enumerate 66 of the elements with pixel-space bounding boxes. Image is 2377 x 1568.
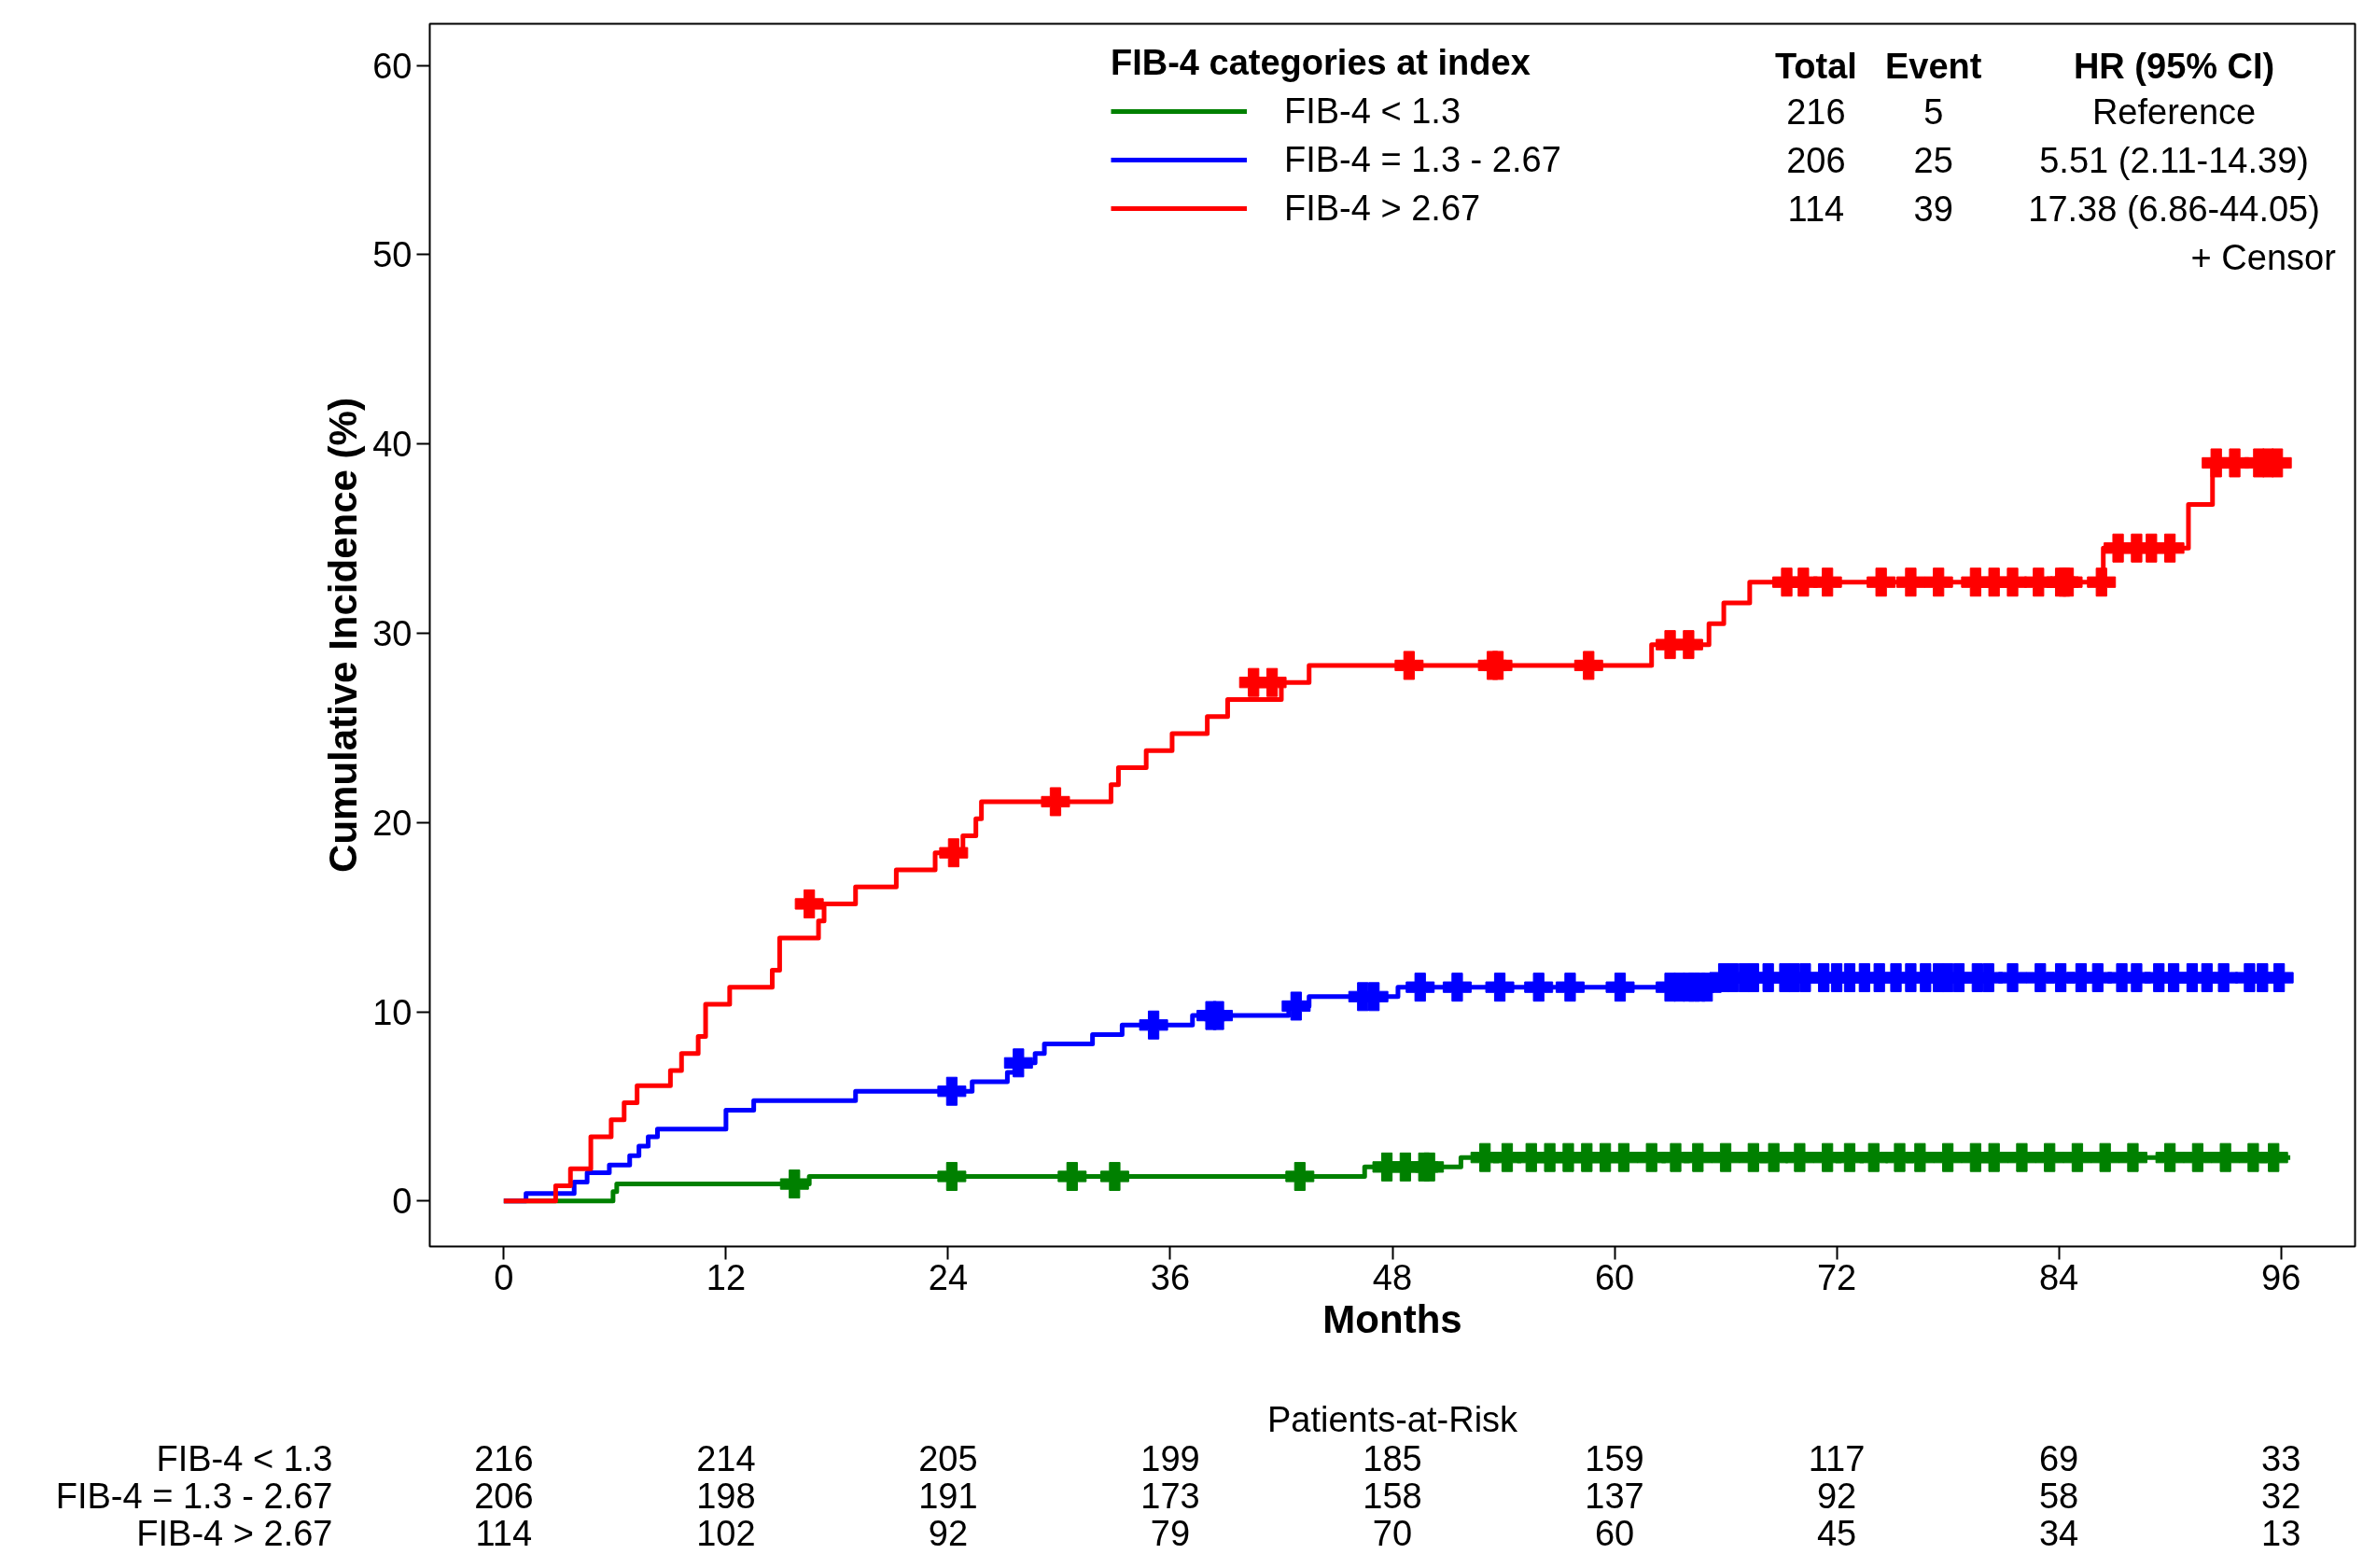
annotation: 216: [1786, 92, 1846, 132]
text: 58: [2038, 1477, 2079, 1516]
text: 214: [696, 1439, 756, 1478]
annotation: 5.51 (2.11-14.39): [2039, 140, 2309, 180]
legend-label: FIB-4 = 1.3 - 2.67: [1284, 138, 1561, 181]
x-axis-title: Months: [1322, 1296, 1462, 1341]
text: 92: [928, 1514, 969, 1553]
x-tick-label: 60: [1594, 1257, 1635, 1297]
annotation: Event: [1884, 46, 1982, 86]
text: 158: [1363, 1477, 1422, 1516]
y-tick-label: 50: [372, 235, 412, 275]
x-tick-label: 84: [2038, 1257, 2079, 1297]
text: 206: [474, 1477, 534, 1516]
y-tick-label: 0: [392, 1182, 412, 1222]
annotation: + Censor: [2190, 237, 2337, 277]
y-tick-label: 40: [372, 425, 412, 465]
y-tick-label: 60: [372, 46, 412, 86]
text: 34: [2038, 1514, 2079, 1553]
text: 173: [1140, 1477, 1200, 1516]
x-tick-label: 48: [1372, 1257, 1413, 1297]
annotation: 114: [1787, 189, 1845, 229]
text: FIB-4 = 1.3 - 2.67: [55, 1476, 333, 1516]
text: 216: [474, 1439, 534, 1478]
annotation: Reference: [2091, 91, 2257, 132]
x-tick-label: 0: [494, 1257, 514, 1297]
text: 199: [1140, 1439, 1200, 1478]
y-tick-label: 30: [372, 613, 412, 653]
text: 92: [1816, 1477, 1857, 1516]
text: 185: [1363, 1439, 1422, 1478]
x-tick-label: 96: [2261, 1257, 2301, 1297]
text: FIB-4 < 1.3: [156, 1438, 333, 1478]
text: 45: [1816, 1514, 1857, 1553]
annotation: HR (95% CI): [2073, 46, 2275, 86]
text: 114: [475, 1514, 533, 1553]
y-tick-label: 20: [372, 803, 412, 843]
legend-label: FIB-4 > 2.67: [1284, 187, 1481, 230]
legend-label: FIB-4 < 1.3: [1284, 90, 1461, 133]
text: 33: [2261, 1439, 2301, 1478]
text: 205: [918, 1439, 978, 1478]
annotation: 25: [1913, 141, 1953, 180]
text: 32: [2261, 1477, 2301, 1516]
annotation: Total: [1774, 46, 1857, 86]
y-axis-title: Cumulative Incidence (%): [321, 398, 366, 873]
x-tick-label: 12: [706, 1257, 747, 1297]
x-tick-label: 24: [928, 1257, 969, 1297]
text: 117: [1808, 1439, 1866, 1478]
text: 102: [696, 1514, 756, 1553]
x-tick-label: 36: [1150, 1257, 1191, 1297]
text: 60: [1594, 1514, 1635, 1553]
y-tick-label: 10: [372, 992, 412, 1032]
text: 191: [918, 1477, 978, 1516]
annotation: 206: [1786, 141, 1846, 180]
text: 70: [1372, 1514, 1413, 1553]
x-tick-label: 72: [1816, 1257, 1857, 1297]
text: 198: [696, 1477, 756, 1516]
text: Patients-at-Risk: [1266, 1399, 1519, 1439]
text: 137: [1585, 1477, 1644, 1516]
annotation: 5: [1923, 92, 1944, 132]
text: 69: [2038, 1439, 2079, 1478]
text: FIB-4 > 2.67: [136, 1513, 333, 1553]
annotation: 17.38 (6.86-44.05): [2028, 189, 2320, 229]
text: 159: [1585, 1439, 1644, 1478]
text: 13: [2261, 1514, 2301, 1553]
annotation: 39: [1913, 189, 1953, 229]
text: 79: [1150, 1514, 1191, 1553]
legend-title: FIB-4 categories at index: [1111, 43, 1531, 83]
